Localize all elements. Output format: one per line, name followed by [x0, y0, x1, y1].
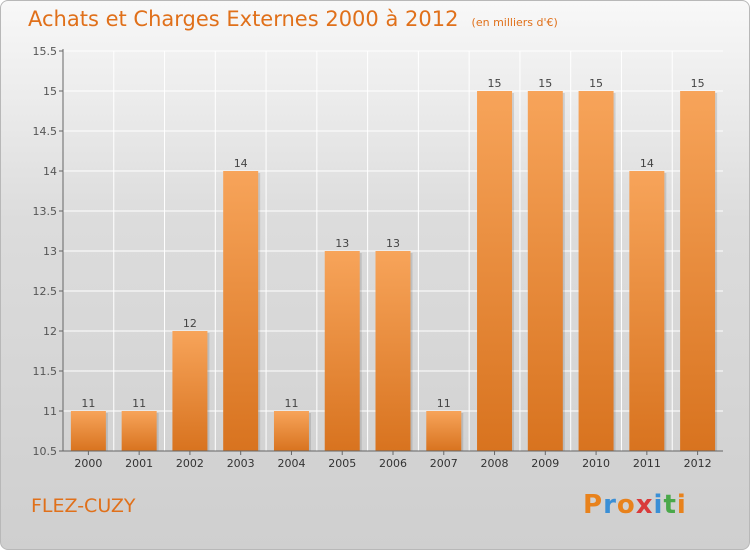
bar [70, 411, 106, 451]
bar-value-label: 13 [335, 237, 349, 250]
x-tick-label: 2006 [379, 457, 407, 470]
title-row: Achats et Charges Externes 2000 à 2012 (… [28, 7, 558, 31]
y-tick-label: 13 [43, 245, 57, 258]
chart-title: Achats et Charges Externes 2000 à 2012 [28, 7, 459, 31]
bar [426, 411, 462, 451]
logo-letter: t [663, 490, 677, 520]
bar [680, 91, 716, 451]
x-tick-label: 2001 [125, 457, 153, 470]
bar [477, 91, 513, 451]
y-tick-label: 14.5 [33, 125, 58, 138]
bar-value-label: 15 [488, 77, 502, 90]
logo-letter: o [616, 490, 636, 520]
bar-value-label: 11 [81, 397, 95, 410]
bar [527, 91, 563, 451]
bar [324, 251, 360, 451]
x-tick-label: 2000 [74, 457, 102, 470]
y-tick-label: 11.5 [33, 365, 58, 378]
bar [121, 411, 157, 451]
bar-value-label: 15 [589, 77, 603, 90]
bar [629, 171, 665, 451]
x-tick-label: 2012 [684, 457, 712, 470]
logo-letter: i [653, 490, 664, 520]
logo-letter: x [635, 490, 654, 520]
bar [273, 411, 309, 451]
y-tick-label: 15 [43, 85, 57, 98]
bar-value-label: 14 [234, 157, 248, 170]
x-tick-label: 2002 [176, 457, 204, 470]
x-tick-label: 2008 [481, 457, 509, 470]
x-tick-label: 2003 [227, 457, 255, 470]
bar-value-label: 13 [386, 237, 400, 250]
bars: 11 11 12 14 11 13 13 11 15 15 15 14 15 [70, 77, 718, 451]
x-tick-label: 2010 [582, 457, 610, 470]
axes: 10.5 11 11.5 12 12.5 13 13.5 14 14.5 15 15.5 2000 20… [33, 45, 723, 470]
y-tick-label: 12.5 [33, 285, 58, 298]
y-tick-label: 13.5 [33, 205, 58, 218]
y-tick-label: 10.5 [33, 445, 58, 458]
x-tick-label: 2004 [277, 457, 305, 470]
x-tick-label: 2005 [328, 457, 356, 470]
x-tick-label: 2007 [430, 457, 458, 470]
bar-value-label: 11 [437, 397, 451, 410]
bar-value-label: 11 [284, 397, 298, 410]
bar-value-label: 12 [183, 317, 197, 330]
place-name: FLEZ-CUZY [31, 495, 136, 517]
x-tick-label: 2009 [531, 457, 559, 470]
bar [375, 251, 411, 451]
y-tick-label: 14 [43, 165, 57, 178]
bar-value-label: 15 [538, 77, 552, 90]
bar [578, 91, 614, 451]
bar-value-label: 15 [691, 77, 705, 90]
y-tick-label: 15.5 [33, 45, 58, 58]
y-tick-label: 12 [43, 325, 57, 338]
bar [223, 171, 259, 451]
logo-letter: r [603, 490, 617, 520]
bar [172, 331, 208, 451]
y-tick-label: 11 [43, 405, 57, 418]
bar-value-label: 11 [132, 397, 146, 410]
bar-value-label: 14 [640, 157, 654, 170]
logo-letter: P [583, 490, 604, 520]
x-tick-label: 2011 [633, 457, 661, 470]
chart-subtitle: (en milliers d'€) [471, 16, 558, 29]
proxiti-logo[interactable]: Proxiti [583, 490, 687, 520]
logo-letter: i [676, 490, 687, 520]
